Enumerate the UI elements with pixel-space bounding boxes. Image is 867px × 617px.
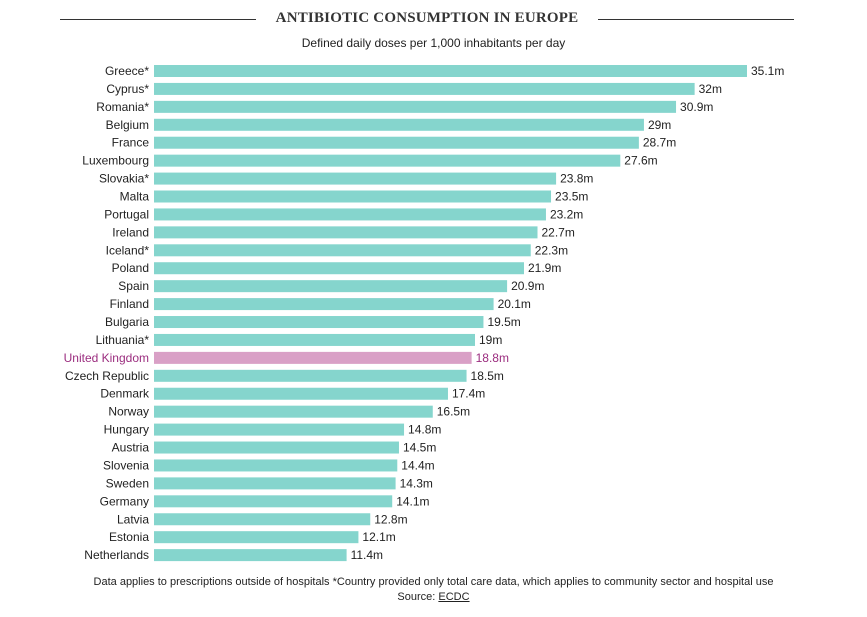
value-label-bulgaria: 19.5m xyxy=(487,315,520,329)
footnote: Data applies to prescriptions outside of… xyxy=(93,576,774,588)
value-label-malta: 23.5m xyxy=(555,190,588,204)
category-label-czech-republic: Czech Republic xyxy=(65,369,149,383)
bar-lithuania xyxy=(154,333,475,346)
value-label-united-kingdom: 18.8m xyxy=(476,351,509,365)
category-label-estonia: Estonia xyxy=(109,530,149,544)
bar-czech-republic xyxy=(154,369,467,382)
category-label-latvia: Latvia xyxy=(117,512,149,526)
bar-united-kingdom xyxy=(154,351,472,364)
bar-romania xyxy=(154,100,677,113)
bar-hungary xyxy=(154,423,405,436)
value-label-greece: 35.1m xyxy=(751,64,784,78)
bar-estonia xyxy=(154,531,359,544)
chart-subtitle: Defined daily doses per 1,000 inhabitant… xyxy=(301,36,566,50)
bar-slovakia xyxy=(154,172,557,185)
bar-luxembourg xyxy=(154,154,621,167)
bar-belgium xyxy=(154,118,644,131)
category-label-bulgaria: Bulgaria xyxy=(105,315,149,329)
bar-slovenia xyxy=(154,459,398,472)
title-row: ANTIBIOTIC CONSUMPTION IN EUROPE xyxy=(60,8,794,32)
bar-cyprus xyxy=(154,82,695,95)
bar-iceland xyxy=(154,244,531,257)
category-label-hungary: Hungary xyxy=(104,423,149,437)
value-label-luxembourg: 27.6m xyxy=(624,154,657,168)
bar-poland xyxy=(154,262,524,275)
category-label-france: France xyxy=(112,136,150,150)
chart-title: ANTIBIOTIC CONSUMPTION IN EUROPE xyxy=(275,10,579,26)
category-label-finland: Finland xyxy=(110,297,149,311)
value-label-ireland: 22.7m xyxy=(542,225,575,239)
category-label-sweden: Sweden xyxy=(106,476,149,490)
bar-austria xyxy=(154,441,399,454)
bar-norway xyxy=(154,405,433,418)
value-label-iceland: 22.3m xyxy=(535,243,568,257)
bar-latvia xyxy=(154,513,371,526)
source-line: Source: ECDC xyxy=(0,591,867,603)
bar-ireland xyxy=(154,226,538,239)
value-label-spain: 20.9m xyxy=(511,279,544,293)
category-label-germany: Germany xyxy=(100,494,149,508)
bar-bulgaria xyxy=(154,316,484,329)
category-label-cyprus: Cyprus* xyxy=(106,82,149,96)
value-label-portugal: 23.2m xyxy=(550,207,583,221)
bar-sweden xyxy=(154,477,396,490)
category-label-lithuania: Lithuania* xyxy=(96,333,150,347)
category-label-denmark: Denmark xyxy=(100,387,150,401)
category-label-romania: Romania* xyxy=(96,100,149,114)
value-label-germany: 14.1m xyxy=(396,494,429,508)
category-label-iceland: Iceland* xyxy=(106,243,150,257)
value-label-norway: 16.5m xyxy=(437,405,470,419)
category-label-slovakia: Slovakia* xyxy=(99,172,149,186)
bar-finland xyxy=(154,298,494,311)
value-label-slovenia: 14.4m xyxy=(401,458,434,472)
value-label-france: 28.7m xyxy=(643,136,676,150)
value-label-finland: 20.1m xyxy=(498,297,531,311)
bar-spain xyxy=(154,280,508,293)
value-label-sweden: 14.3m xyxy=(400,476,433,490)
category-label-slovenia: Slovenia xyxy=(103,458,149,472)
value-label-estonia: 12.1m xyxy=(362,530,395,544)
category-label-united-kingdom: United Kingdom xyxy=(64,351,149,365)
source-link[interactable]: ECDC xyxy=(438,591,470,603)
title-rule-left xyxy=(60,19,256,20)
bar-germany xyxy=(154,495,393,508)
value-label-denmark: 17.4m xyxy=(452,387,485,401)
value-label-romania: 30.9m xyxy=(680,100,713,114)
source-prefix: Source: xyxy=(397,591,439,603)
value-label-hungary: 14.8m xyxy=(408,423,441,437)
category-label-luxembourg: Luxembourg xyxy=(82,154,149,168)
title-rule-right xyxy=(598,19,794,20)
bar-portugal xyxy=(154,208,546,221)
category-label-malta: Malta xyxy=(120,190,150,204)
value-label-netherlands: 11.4m xyxy=(351,548,383,562)
category-label-poland: Poland xyxy=(112,261,149,275)
bar-france xyxy=(154,136,639,149)
value-label-poland: 21.9m xyxy=(528,261,561,275)
category-label-norway: Norway xyxy=(108,405,149,419)
category-label-spain: Spain xyxy=(118,279,149,293)
bar-malta xyxy=(154,190,552,203)
value-label-czech-republic: 18.5m xyxy=(471,369,504,383)
value-label-latvia: 12.8m xyxy=(374,512,407,526)
value-label-lithuania: 19m xyxy=(479,333,502,347)
bar-denmark xyxy=(154,387,448,400)
category-label-greece: Greece* xyxy=(105,64,149,78)
category-label-belgium: Belgium xyxy=(106,118,149,132)
bar-netherlands xyxy=(154,549,347,562)
bar-greece xyxy=(154,65,747,77)
category-label-ireland: Ireland xyxy=(112,225,149,239)
value-label-belgium: 29m xyxy=(648,118,671,132)
category-label-portugal: Portugal xyxy=(104,207,149,221)
category-label-netherlands: Netherlands xyxy=(84,548,149,562)
value-label-cyprus: 32m xyxy=(699,82,722,96)
category-label-austria: Austria xyxy=(112,441,150,455)
value-label-austria: 14.5m xyxy=(403,441,436,455)
value-label-slovakia: 23.8m xyxy=(560,172,593,186)
